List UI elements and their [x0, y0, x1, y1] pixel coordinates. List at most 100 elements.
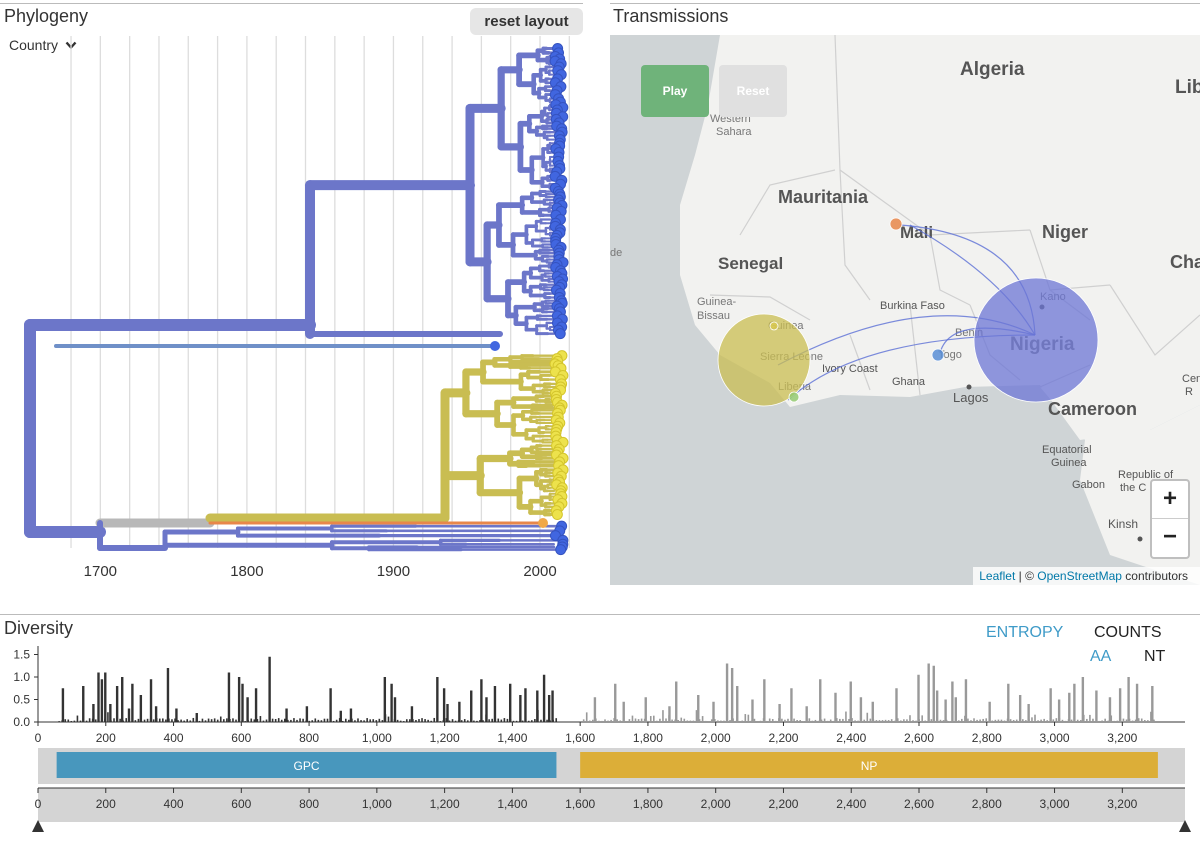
entropy-bar[interactable] — [299, 718, 301, 722]
entropy-bar[interactable] — [961, 718, 963, 722]
entropy-bar[interactable] — [235, 719, 237, 722]
entropy-bar[interactable] — [717, 720, 719, 722]
entropy-bar[interactable] — [689, 720, 692, 722]
entropy-bar[interactable] — [616, 719, 619, 722]
entropy-bar[interactable] — [415, 719, 417, 722]
entropy-bar[interactable] — [512, 720, 515, 722]
entropy-bar[interactable] — [631, 715, 634, 722]
entropy-bar[interactable] — [1055, 718, 1058, 722]
entropy-bar[interactable] — [646, 720, 649, 722]
map-layer[interactable]: AlgeriaLibyaWesternSaharaMauritaniaMaliN… — [610, 35, 1200, 585]
entropy-bar[interactable] — [811, 720, 814, 722]
entropy-bar[interactable] — [909, 715, 911, 722]
deme-sierra-leone[interactable] — [717, 313, 811, 407]
entropy-bar[interactable] — [829, 719, 832, 722]
entropy-bar[interactable] — [480, 679, 483, 722]
deme-togo[interactable] — [931, 348, 945, 362]
entropy-bar[interactable] — [311, 720, 314, 722]
entropy-bar[interactable] — [805, 706, 808, 722]
entropy-bar[interactable] — [712, 701, 715, 722]
entropy-bar[interactable] — [895, 688, 898, 722]
entropy-bar[interactable] — [393, 697, 397, 722]
entropy-bar[interactable] — [524, 688, 527, 722]
entropy-bar[interactable] — [1134, 719, 1137, 722]
entropy-bar[interactable] — [970, 720, 972, 722]
entropy-bar[interactable] — [216, 719, 219, 722]
entropy-bar[interactable] — [997, 719, 1000, 722]
entropy-bar[interactable] — [793, 718, 795, 722]
entropy-bar[interactable] — [396, 719, 399, 722]
entropy-bar[interactable] — [944, 699, 947, 723]
entropy-bar[interactable] — [326, 718, 329, 722]
entropy-bar[interactable] — [134, 720, 137, 722]
entropy-bar[interactable] — [823, 718, 826, 722]
entropy-bar[interactable] — [158, 718, 161, 722]
entropy-bar[interactable] — [482, 720, 484, 722]
entropy-bar[interactable] — [814, 719, 817, 722]
entropy-bar[interactable] — [1076, 719, 1079, 722]
entropy-bar[interactable] — [878, 720, 881, 722]
entropy-bar[interactable] — [360, 720, 362, 722]
entropy-bar[interactable] — [1057, 699, 1061, 723]
entropy-bar[interactable] — [1000, 719, 1003, 722]
entropy-bar[interactable] — [348, 719, 350, 722]
entropy-bar[interactable] — [640, 718, 643, 722]
entropy-bar[interactable] — [335, 719, 338, 722]
entropy-bar[interactable] — [939, 719, 942, 722]
entropy-bar[interactable] — [109, 704, 112, 722]
entropy-bar[interactable] — [784, 719, 786, 722]
entropy-bar[interactable] — [223, 719, 225, 722]
entropy-bar[interactable] — [1089, 714, 1091, 722]
entropy-bar[interactable] — [256, 719, 259, 722]
entropy-bar[interactable] — [1108, 697, 1112, 722]
entropy-bar[interactable] — [277, 718, 280, 722]
phylogeny-tree[interactable]: 1700 1800 1900 2000 — [0, 36, 590, 584]
entropy-bar[interactable] — [1107, 720, 1110, 722]
entropy-bar[interactable] — [542, 674, 546, 722]
entropy-bar[interactable] — [76, 715, 79, 722]
entropy-bar[interactable] — [951, 681, 954, 723]
entropy-bar[interactable] — [1022, 719, 1024, 722]
entropy-bar[interactable] — [863, 719, 866, 722]
entropy-bar[interactable] — [697, 695, 700, 722]
entropy-bar[interactable] — [866, 712, 869, 722]
entropy-bar[interactable] — [851, 718, 853, 722]
entropy-bar[interactable] — [410, 706, 414, 722]
entropy-bar[interactable] — [671, 719, 673, 722]
entropy-bar[interactable] — [849, 681, 852, 723]
entropy-bar[interactable] — [427, 719, 429, 722]
entropy-bar[interactable] — [817, 720, 820, 722]
entropy-bar[interactable] — [774, 720, 777, 722]
counts-toggle[interactable]: COUNTS — [1094, 624, 1162, 641]
entropy-bar[interactable] — [903, 719, 905, 722]
entropy-bar[interactable] — [644, 697, 647, 722]
entropy-bar[interactable] — [593, 697, 597, 722]
deme-guinea[interactable] — [769, 321, 779, 331]
entropy-bar[interactable] — [100, 679, 104, 722]
entropy-bar[interactable] — [344, 718, 347, 722]
entropy-bar[interactable] — [875, 720, 878, 722]
entropy-bar[interactable] — [119, 718, 121, 722]
entropy-bar[interactable] — [592, 719, 594, 722]
entropy-bar[interactable] — [871, 701, 874, 722]
tip-nigeria[interactable] — [490, 341, 500, 351]
zoom-in-button[interactable]: + — [1162, 485, 1177, 512]
entropy-bar[interactable] — [710, 719, 713, 722]
entropy-bar[interactable] — [508, 683, 512, 722]
entropy-bar[interactable] — [942, 720, 945, 722]
entropy-bar[interactable] — [1125, 719, 1128, 722]
entropy-bar[interactable] — [896, 718, 899, 722]
entropy-bar[interactable] — [296, 719, 298, 722]
entropy-bar[interactable] — [476, 720, 478, 722]
entropy-bar[interactable] — [198, 720, 201, 722]
transmission-map[interactable]: AlgeriaLibyaWesternSaharaMauritaniaMaliN… — [610, 35, 1200, 585]
entropy-bar[interactable] — [932, 665, 935, 722]
reset-layout-button[interactable]: reset layout — [470, 8, 583, 35]
entropy-bar[interactable] — [1153, 719, 1155, 722]
entropy-bar[interactable] — [967, 718, 969, 722]
entropy-bar[interactable] — [381, 720, 384, 722]
entropy-bar[interactable] — [174, 718, 176, 722]
entropy-bar[interactable] — [195, 713, 198, 722]
entropy-bar[interactable] — [219, 716, 222, 722]
entropy-bar[interactable] — [271, 718, 274, 722]
